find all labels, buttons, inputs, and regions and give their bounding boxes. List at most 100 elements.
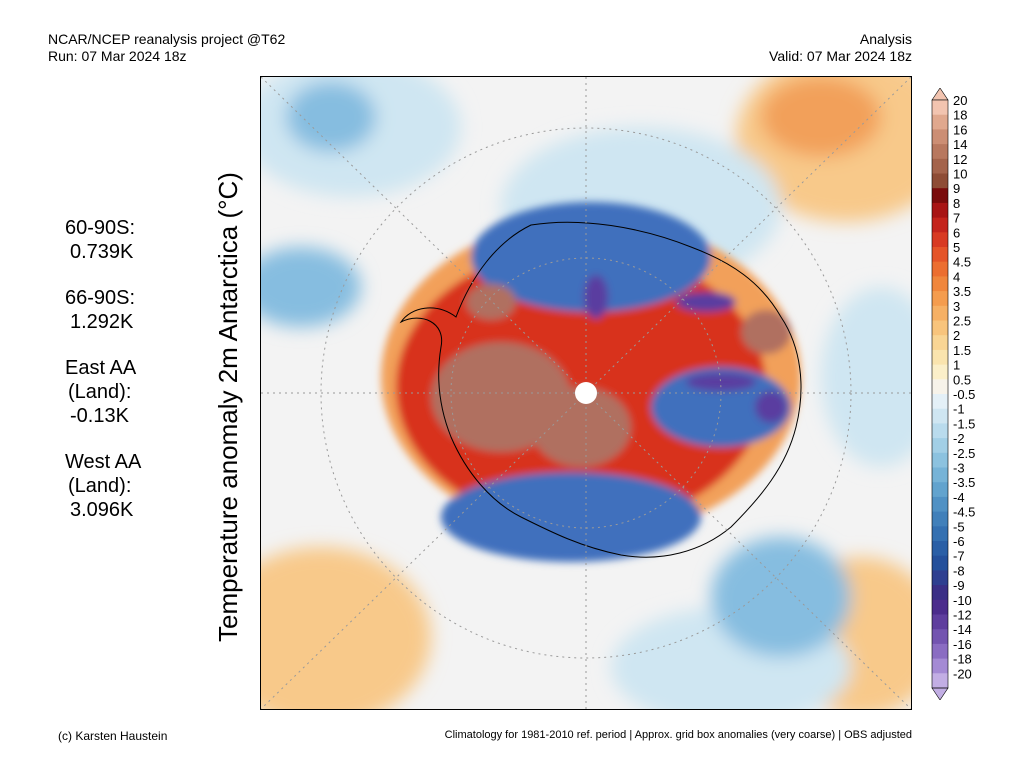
regional-stats: 60-90S: 0.739K 66-90S: 1.292K East AA (L… (65, 216, 141, 544)
copyright: (c) Karsten Haustein (58, 729, 168, 743)
colorbar-swatch (932, 173, 948, 189)
south-pole-marker (575, 382, 597, 404)
warm-extreme-center (531, 387, 631, 467)
colorbar-swatch (932, 585, 948, 601)
cold-zone-north (471, 202, 711, 312)
meridian-135 (261, 77, 911, 709)
colorbar-swatch (932, 496, 948, 512)
colorbar-swatch (932, 320, 948, 336)
stat-west-aa: West AA (Land): 3.096K (65, 450, 141, 522)
colorbar-tick-label: 8 (953, 196, 960, 211)
colorbar-tick-label: -12 (953, 608, 972, 623)
colorbar-tick-label: 12 (953, 152, 967, 167)
colorbar: 20 18 16 14 12 10 9 8 7 6 5 4.5 4 3.5 3 2.5 2 1.5 1 0.5 -0.5… (930, 87, 1020, 701)
colorbar-tick-label: -4 (953, 490, 965, 505)
colorbar-swatch (932, 555, 948, 571)
colorbar-tick-label: 16 (953, 122, 967, 137)
colorbar-swatch (932, 482, 948, 498)
colorbar-swatch (932, 614, 948, 630)
colorbar-tick-label: 10 (953, 167, 967, 182)
colorbar-tick-label: 1 (953, 358, 960, 373)
colorbar-tick-label: 18 (953, 108, 967, 123)
colorbar-swatch (932, 658, 948, 674)
colorbar-tick-label: -14 (953, 622, 972, 637)
colorbar-swatch (932, 452, 948, 468)
colorbar-tick-label: -9 (953, 578, 965, 593)
header-left: NCAR/NCEP reanalysis project @T62 Run: 0… (48, 31, 285, 65)
stat-label: 66-90S: (65, 287, 136, 309)
colorbar-swatch (932, 305, 948, 321)
stat-label-2: (Land): (68, 381, 132, 403)
colorbar-tick-label: 1.5 (953, 343, 971, 358)
stat-value: 0.739K (70, 241, 134, 263)
cold-extreme-2 (686, 373, 756, 391)
colorbar-tick-label: -16 (953, 637, 972, 652)
cold-extreme-1 (676, 292, 736, 312)
colorbar-tick-label: 9 (953, 181, 960, 196)
colorbar-swatch (932, 467, 948, 483)
colorbar-max-arrow (931, 87, 949, 101)
cold-zone-east (651, 367, 791, 447)
colorbar-tick-label: -1 (953, 402, 965, 417)
colorbar-swatch (932, 291, 948, 307)
colorbar-outline (931, 99, 949, 689)
colorbar-swatch (932, 673, 948, 689)
meridian-45 (261, 77, 911, 709)
colorbar-tick-label: -7 (953, 549, 965, 564)
colorbar-swatch (932, 232, 948, 248)
colorbar-swatch (932, 643, 948, 659)
colorbar-swatch (932, 335, 948, 351)
cool-region-west (261, 247, 361, 327)
colorbar-tick-label: -5 (953, 519, 965, 534)
stat-label: West AA (65, 451, 142, 473)
stat-value: -0.13K (70, 405, 129, 427)
stat-label-2: (Land): (68, 475, 132, 497)
analysis-label: Analysis (859, 31, 912, 47)
colorbar-swatch (932, 423, 948, 439)
colorbar-svg: 201816141210987654.543.532.521.510.5-0.5… (931, 87, 975, 701)
colorbar-tick-label: -18 (953, 652, 972, 667)
colorbar-tick-label: 14 (953, 137, 967, 152)
cold-extreme-3 (755, 391, 787, 423)
colorbar-tick-label: 0.5 (953, 372, 971, 387)
y-axis-label: Temperature anomaly 2m Antarctica (°C) (213, 172, 243, 642)
colorbar-tick-label: 5 (953, 240, 960, 255)
stat-60-90s: 60-90S: 0.739K (65, 216, 141, 264)
stat-66-90s: 66-90S: 1.292K (65, 286, 141, 334)
stat-value: 3.096K (70, 499, 134, 521)
anomaly-map (260, 76, 912, 710)
run-time: Run: 07 Mar 2024 18z (48, 48, 187, 64)
colorbar-swatch (932, 129, 948, 145)
colorbar-tick-label: 20 (953, 93, 967, 108)
cool-region-se (711, 537, 851, 657)
colorbar-swatch (932, 100, 948, 116)
colorbar-tick-label: -3.5 (953, 475, 975, 490)
colorbar-tick-label: 2 (953, 328, 960, 343)
colorbar-swatch (932, 379, 948, 395)
colorbar-swatch (932, 276, 948, 292)
colorbar-tick-label: 7 (953, 211, 960, 226)
colorbar-swatch (932, 247, 948, 263)
stat-east-aa: East AA (Land): -0.13K (65, 356, 141, 428)
footnote: Climatology for 1981-2010 ref. period | … (444, 729, 912, 741)
warm-region-sw (261, 547, 431, 709)
colorbar-tick-label: 3.5 (953, 284, 971, 299)
colorbar-tick-label: -4.5 (953, 505, 975, 520)
colorbar-swatch (932, 144, 948, 160)
colorbar-tick-label: -0.5 (953, 387, 975, 402)
colorbar-tick-label: 6 (953, 225, 960, 240)
colorbar-swatch (932, 158, 948, 174)
anomaly-map-svg (261, 77, 911, 709)
colorbar-tick-label: 4 (953, 269, 960, 284)
header-right: Analysis Valid: 07 Mar 2024 18z (769, 31, 912, 65)
stat-label: 60-90S: (65, 217, 136, 239)
colorbar-swatch (932, 629, 948, 645)
warm-extreme-peninsula (466, 284, 516, 320)
colorbar-tick-label: -1.5 (953, 416, 975, 431)
colorbar-min-arrow (931, 687, 949, 701)
colorbar-tick-label: -2.5 (953, 446, 975, 461)
colorbar-tick-label: -10 (953, 593, 972, 608)
colorbar-swatch (932, 217, 948, 233)
colorbar-swatch (932, 349, 948, 365)
colorbar-swatch (932, 511, 948, 527)
